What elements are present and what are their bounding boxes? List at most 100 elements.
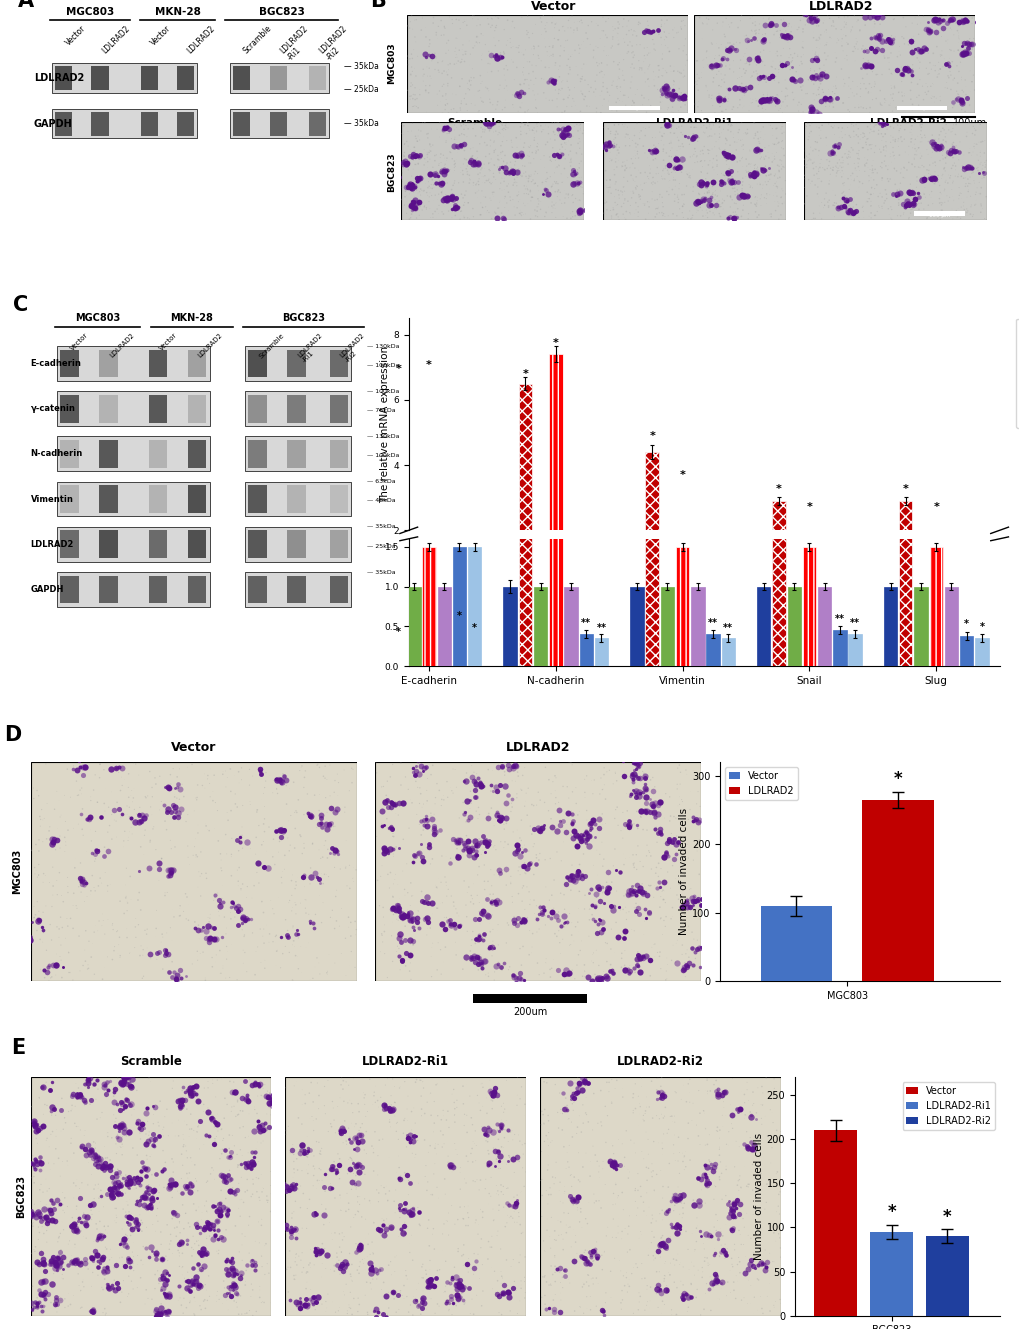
Bar xyxy=(287,395,306,423)
Point xyxy=(159,1215,175,1236)
Point xyxy=(25,896,42,917)
Point xyxy=(679,890,695,912)
Point xyxy=(665,848,682,869)
Point xyxy=(690,809,706,831)
Point xyxy=(599,877,615,898)
Bar xyxy=(503,563,517,595)
Point xyxy=(478,889,494,910)
Point xyxy=(647,817,663,839)
Point xyxy=(629,1163,645,1184)
Point xyxy=(696,1118,712,1139)
Point xyxy=(326,953,342,974)
Point xyxy=(313,1240,329,1261)
Point xyxy=(489,1084,505,1106)
Point xyxy=(25,1156,42,1177)
Point xyxy=(684,1223,700,1244)
Point xyxy=(723,1256,740,1277)
Point xyxy=(547,767,564,788)
Point xyxy=(151,799,167,820)
Point xyxy=(45,1120,61,1142)
Point xyxy=(716,1248,733,1269)
Point xyxy=(614,1199,631,1220)
Point xyxy=(222,1259,238,1280)
Point xyxy=(638,1278,654,1300)
Point xyxy=(175,1302,192,1324)
Point xyxy=(656,1235,673,1256)
Point xyxy=(656,1096,673,1118)
Point xyxy=(559,1203,576,1224)
Point xyxy=(116,821,132,843)
Point xyxy=(513,912,529,933)
Point xyxy=(118,1090,135,1111)
Point xyxy=(92,1148,108,1170)
Point xyxy=(605,896,622,917)
Point xyxy=(299,1126,315,1147)
Point xyxy=(284,1134,301,1155)
Point xyxy=(625,1083,641,1104)
Point xyxy=(458,811,474,832)
Point xyxy=(420,1209,436,1231)
Point xyxy=(444,1272,461,1293)
Point xyxy=(277,769,293,791)
Point xyxy=(418,808,434,829)
Point xyxy=(151,941,167,962)
Point xyxy=(83,787,99,808)
Bar xyxy=(391,586,405,595)
Point xyxy=(132,1128,149,1150)
Point xyxy=(710,1127,727,1148)
Point xyxy=(517,1282,533,1304)
Text: **: ** xyxy=(834,614,844,623)
Point xyxy=(382,839,398,860)
Point xyxy=(503,1120,520,1142)
Point xyxy=(681,1082,697,1103)
Point xyxy=(296,1301,312,1322)
Point xyxy=(382,792,398,813)
Point xyxy=(570,921,586,942)
Point xyxy=(448,844,465,865)
Point xyxy=(316,1095,332,1116)
Text: — 35kDa: — 35kDa xyxy=(367,525,395,529)
Point xyxy=(629,835,645,856)
Point xyxy=(449,829,466,851)
Point xyxy=(737,1245,753,1267)
Point xyxy=(659,1119,676,1140)
Point xyxy=(395,1275,412,1296)
Point xyxy=(193,841,209,863)
Point xyxy=(232,1285,249,1306)
Point xyxy=(673,1192,689,1213)
Point xyxy=(387,940,404,961)
Point xyxy=(455,1208,472,1229)
Point xyxy=(144,1185,160,1207)
Point xyxy=(582,1300,598,1321)
Point xyxy=(514,764,530,785)
Point xyxy=(443,1268,460,1289)
Point xyxy=(192,1255,208,1276)
Point xyxy=(594,813,610,835)
Point xyxy=(110,1184,126,1205)
Point xyxy=(396,929,413,950)
Point xyxy=(643,1212,659,1233)
Point xyxy=(612,926,629,948)
Point xyxy=(599,1104,615,1126)
Point xyxy=(127,754,144,775)
Point xyxy=(542,783,558,804)
Point xyxy=(345,1069,362,1090)
Point xyxy=(73,873,90,894)
Point xyxy=(630,956,646,977)
Point xyxy=(740,1090,756,1111)
Point xyxy=(405,852,421,873)
Point xyxy=(624,768,640,789)
Point xyxy=(721,1199,738,1220)
Point xyxy=(48,944,64,965)
Point xyxy=(511,1205,527,1227)
Point xyxy=(35,932,51,953)
Point xyxy=(292,825,309,847)
Point xyxy=(722,1220,739,1241)
Point xyxy=(312,1243,328,1264)
Point xyxy=(235,926,252,948)
Point xyxy=(674,934,690,956)
Point xyxy=(418,1264,434,1285)
Point xyxy=(31,865,47,886)
Point xyxy=(34,1240,50,1261)
Point xyxy=(700,1278,716,1300)
